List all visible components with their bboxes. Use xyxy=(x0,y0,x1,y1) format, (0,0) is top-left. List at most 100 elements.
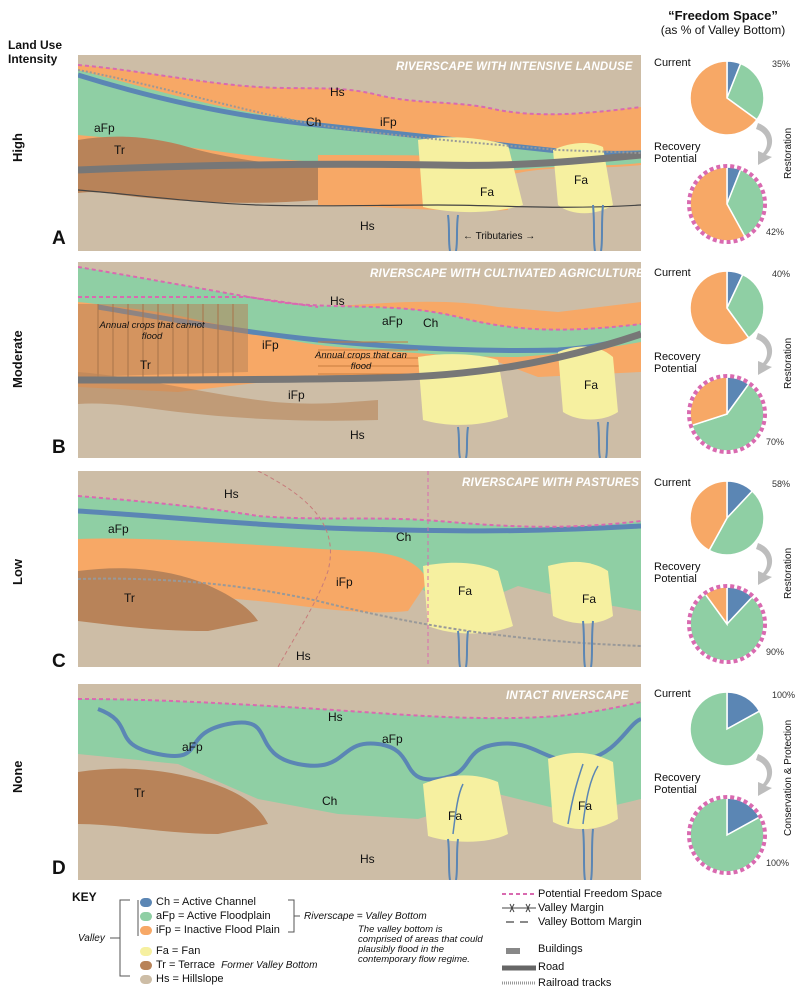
key-hs-row: Hs = Hillslope xyxy=(140,973,224,985)
panel-c-diagram: RIVERSCAPE WITH PASTURES Hs aFp Ch iFp T… xyxy=(78,471,641,667)
key-line-symbols xyxy=(502,893,536,985)
restoration-arrow-icon xyxy=(756,543,773,585)
panel-d-afp-2: aFp xyxy=(382,732,403,746)
recovery-label-1: Recovery xyxy=(654,561,701,573)
current-percent: 40% xyxy=(772,269,791,279)
panel-c-title: RIVERSCAPE WITH PASTURES xyxy=(462,477,640,489)
panel-letter-b: B xyxy=(52,437,66,458)
action-label: Restoration xyxy=(783,547,794,599)
panel-a-afp: aFp xyxy=(94,121,115,135)
key-afp-label: aFp = Active Floodplain xyxy=(156,910,271,922)
heading-line-2: Intensity xyxy=(8,52,58,66)
key-road: Road xyxy=(538,961,565,973)
current-percent: 58% xyxy=(772,479,791,489)
panel-d-fa-1: Fa xyxy=(448,809,463,823)
key-fa-label: Fa = Fan xyxy=(156,945,201,957)
key-freedom-space: Potential Freedom Space xyxy=(538,888,663,900)
recovery-label-2: Potential xyxy=(654,573,697,585)
restoration-arrow-icon xyxy=(756,754,773,796)
panel-c-fa-1: Fa xyxy=(458,584,473,598)
recovery-label-2: Potential xyxy=(654,153,697,165)
panel-d-diagram: INTACT RIVERSCAPE Hs aFp aFp Ch Tr Fa Fa… xyxy=(78,684,641,880)
panel-b-crops-cannot-flood: Annual crops that cannot flood xyxy=(99,320,205,342)
recovery-percent: 90% xyxy=(766,647,785,657)
freedom-space-title: “Freedom Space” xyxy=(668,8,778,23)
pie-slice-ifp xyxy=(689,480,728,552)
current-label: Current xyxy=(654,688,691,700)
restoration-arrow-icon xyxy=(756,123,773,165)
recovery-percent: 100% xyxy=(766,858,790,868)
pie-slice-afp xyxy=(726,273,765,339)
recovery-label-2: Potential xyxy=(654,784,697,796)
panel-d-fa-2: Fa xyxy=(578,799,593,813)
key-valley: Valley xyxy=(78,933,105,944)
key-valley-margin: Valley Margin xyxy=(538,902,604,914)
tributaries-label: Tributaries xyxy=(475,231,523,242)
panel-d-hs-top: Hs xyxy=(328,710,343,724)
key-ifp-label: iFp = Inactive Flood Plain xyxy=(156,924,280,936)
panel-b-ch: Ch xyxy=(423,316,439,330)
panel-letter-a: A xyxy=(52,228,66,249)
key-ifp-row: iFp = Inactive Flood Plain xyxy=(140,924,280,936)
freedom-space-heading: “Freedom Space” (as % of Valley Bottom) xyxy=(640,8,806,37)
pie-group-d: Current 100% Recovery Potential 100% Conserva… xyxy=(648,686,806,886)
afp-swatch xyxy=(140,911,152,921)
panel-b-ifp-2: iFp xyxy=(288,388,305,402)
recovery-percent: 70% xyxy=(766,437,785,447)
pie-slice-ifp xyxy=(689,270,750,346)
current-pie xyxy=(689,60,765,136)
panel-a-hs-bottom: Hs xyxy=(360,219,375,233)
key-hs-label: Hs = Hillslope xyxy=(156,973,224,985)
pie-group-c: Current 58% Recovery Potential 90% Restoratio… xyxy=(648,475,806,675)
action-label: Conservation & Protection xyxy=(783,719,794,836)
panel-a-fa-2: Fa xyxy=(574,173,589,187)
panel-a-tr: Tr xyxy=(114,143,125,157)
panel-b-ifp: iFp xyxy=(262,338,279,352)
ch-swatch xyxy=(140,897,152,907)
current-pie xyxy=(689,270,765,346)
freedom-space-ring xyxy=(687,795,767,875)
tr-swatch xyxy=(140,960,152,970)
panel-b-hs-top: Hs xyxy=(330,294,345,308)
restoration-arrow-icon xyxy=(756,333,773,375)
current-pie xyxy=(689,691,765,767)
action-label: Restoration xyxy=(783,127,794,179)
panel-b-title: RIVERSCAPE WITH CULTIVATED AGRICULTURE xyxy=(370,268,645,280)
key-afp-row: aFp = Active Floodplain xyxy=(140,910,271,922)
key-riverscape: Riverscape = Valley Bottom xyxy=(304,911,427,922)
recovery-pie xyxy=(687,164,767,244)
key-valley-bottom-margin: Valley Bottom Margin xyxy=(538,916,642,928)
panel-b-hs-bottom: Hs xyxy=(350,428,365,442)
key-ch-label: Ch = Active Channel xyxy=(156,896,256,908)
panel-d-hs-bottom: Hs xyxy=(360,852,375,866)
panel-c-hs-bottom: Hs xyxy=(296,649,311,663)
current-percent: 100% xyxy=(772,690,796,700)
pie-slice-afp xyxy=(708,489,765,556)
action-label: Restoration xyxy=(783,337,794,389)
ifp-swatch xyxy=(140,925,152,935)
key-tr-row: Tr = Terrace Former Valley Bottom xyxy=(140,959,317,971)
pie-slice-ifp xyxy=(689,60,758,136)
recovery-pie xyxy=(687,374,767,454)
intensity-label-b: Moderate xyxy=(10,330,25,388)
pie-slice-afp xyxy=(689,691,765,767)
panel-c-ch: Ch xyxy=(396,530,412,544)
panel-c-ifp: iFp xyxy=(336,575,353,589)
pie-group-b: Current 40% Recovery Potential 70% Restoratio… xyxy=(648,265,806,465)
key-buildings: Buildings xyxy=(538,943,583,955)
recovery-pie xyxy=(687,584,767,664)
fa-swatch xyxy=(140,946,152,956)
panel-c-tr: Tr xyxy=(124,591,135,605)
recovery-label-1: Recovery xyxy=(654,141,701,153)
current-pie xyxy=(689,480,765,556)
panel-c-hs-top: Hs xyxy=(224,487,239,501)
panel-a-ch: Ch xyxy=(306,115,322,129)
key-title: KEY xyxy=(72,890,97,904)
key-fa-row: Fa = Fan xyxy=(140,945,200,957)
key-ch-row: Ch = Active Channel xyxy=(140,896,256,908)
pie-group-a: Current 35% Recovery Potential 42% Restoratio… xyxy=(648,55,806,255)
land-use-intensity-heading: Land Use Intensity xyxy=(8,38,62,66)
key-riverscape-bracket xyxy=(288,899,300,933)
key-riverscape-note: The valley bottom is comprised of areas … xyxy=(358,924,483,965)
hs-swatch xyxy=(140,974,152,984)
